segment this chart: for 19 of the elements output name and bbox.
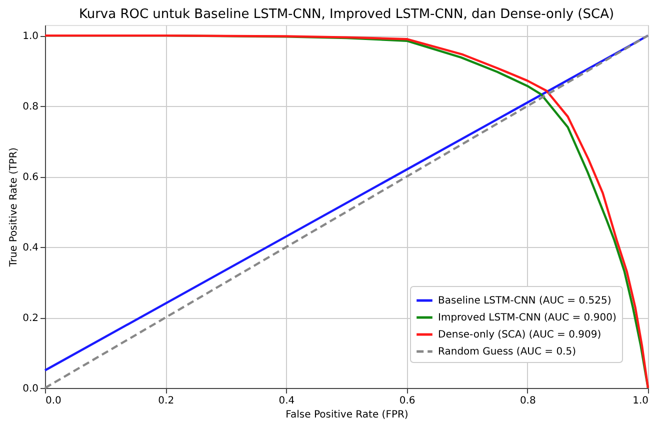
legend-label: Improved LSTM-CNN (AUC = 0.900) — [438, 312, 616, 324]
y-axis-title: True Positive Rate (TPR) — [8, 147, 20, 268]
legend-label: Random Guess (AUC = 0.5) — [438, 346, 576, 358]
x-tick-label: 0.0 — [46, 396, 62, 406]
y-tick-label: 1.0 — [22, 31, 38, 42]
y-tick-label: 0.4 — [22, 242, 38, 254]
x-axis-title: False Positive Rate (FPR) — [286, 410, 408, 420]
x-tick-label: 0.4 — [278, 396, 295, 406]
legend-label: Baseline LSTM-CNN (AUC = 0.525) — [438, 296, 612, 306]
chart-title: Kurva ROC untuk Baseline LSTM-CNN, Improved LSTM-CNN, dan Dense-only (SCA) — [78, 7, 614, 22]
y-tick-label: 0.2 — [22, 313, 38, 324]
y-tick-label: 0.8 — [22, 102, 38, 113]
legend-label: Dense-only (SCA) (AUC = 0.909) — [438, 330, 602, 340]
x-tick-label: 0.2 — [158, 396, 174, 406]
x-tick-label: 0.6 — [399, 396, 416, 406]
y-tick-label: 0.6 — [22, 172, 38, 184]
x-tick-label: 1.0 — [632, 396, 648, 406]
y-tick-label: 0.0 — [22, 384, 38, 394]
x-tick-label: 0.8 — [520, 396, 536, 406]
